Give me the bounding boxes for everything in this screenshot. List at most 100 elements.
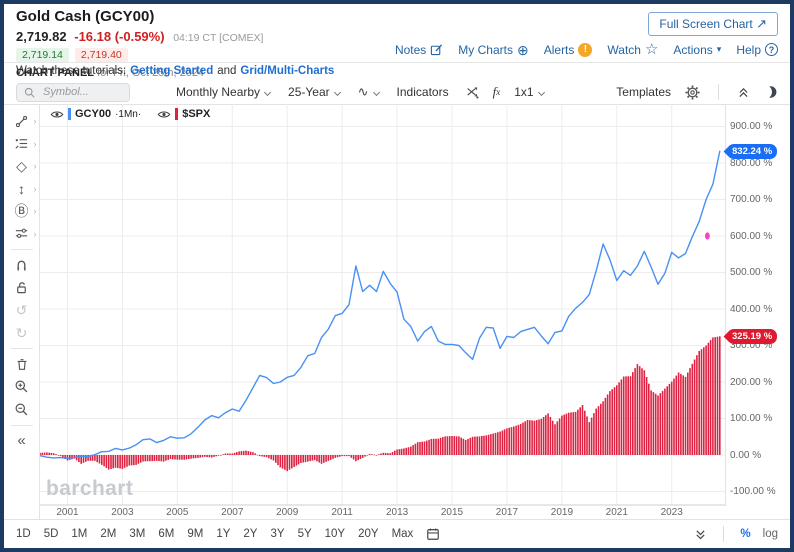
calendar-icon <box>427 528 440 540</box>
eye-icon[interactable] <box>50 109 64 120</box>
shapes-tool-button[interactable]: ◇ › <box>5 155 39 178</box>
legend-symbol[interactable]: GCY00 <box>75 108 112 120</box>
range-button-2m[interactable]: 2M <box>100 528 117 540</box>
sliders-tool-button[interactable]: › <box>5 223 39 246</box>
trendline-tool-button[interactable]: › <box>5 110 39 133</box>
settings-button[interactable] <box>685 84 700 100</box>
getting-started-link[interactable]: Getting Started <box>130 65 214 77</box>
legend-spx[interactable]: $SPX <box>157 108 210 120</box>
spx-last-value-pill: 325.19 % <box>727 328 778 344</box>
help-icon: ? <box>765 43 778 56</box>
y-axis[interactable]: 900.00 % 800.00 % 700.00 % 600.00 % 500.00 %… <box>728 104 788 514</box>
x-axis-label: 2019 <box>550 507 574 518</box>
x-axis-label: 2017 <box>495 507 519 518</box>
quote-header: Gold Cash (GCY00) 2,719.82 -16.18 (-0.59… <box>16 8 263 79</box>
frequency-dropdown[interactable]: Monthly Nearby <box>176 85 272 99</box>
trash-icon <box>17 358 26 370</box>
bid-badge: 2,719.14 <box>16 48 69 62</box>
price-change: -16.18 (-0.59%) <box>74 29 165 44</box>
help-link[interactable]: Help ? <box>736 43 778 57</box>
range-label: 25-Year <box>288 85 330 99</box>
actions-menu[interactable]: Actions ▾ <box>673 43 721 57</box>
unlock-icon <box>17 282 26 294</box>
expand-bottom-panel-button[interactable] <box>694 528 707 541</box>
range-button-20y[interactable]: 20Y <box>358 528 379 540</box>
zoom-in-button[interactable] <box>5 376 39 399</box>
range-button-9m[interactable]: 9M <box>187 528 204 540</box>
tool-expand-arrow: › <box>33 116 37 126</box>
fibonacci-tool-button[interactable]: Ⓑ › <box>5 200 39 223</box>
tutorial-bar: Watch these tutorials: Getting Started a… <box>4 62 790 79</box>
legend-symbol[interactable]: $SPX <box>182 108 211 120</box>
gcy00-last-value-pill: 832.24 % <box>727 143 778 159</box>
star-icon: ☆ <box>644 41 659 58</box>
log-scale-toggle[interactable]: log <box>762 528 778 540</box>
custom-date-button[interactable] <box>426 527 440 541</box>
moon-icon <box>769 86 777 98</box>
drawing-tools-sidebar: › › ◇ › ↕ › Ⓑ › › ↺ ↻ <box>4 105 40 519</box>
arrows-tool-button[interactable]: ↕ › <box>5 178 39 201</box>
annotations-tool-button[interactable]: › <box>5 133 39 156</box>
x-axis[interactable]: 2001 2003 2005 2007 2009 2011 2013 2015 2017 2019… <box>40 507 726 520</box>
price-row: 2,719.82 -16.18 (-0.59%) 04:19 CT [COMEX… <box>16 29 263 44</box>
tools-divider <box>10 424 33 426</box>
collapse-toolbar-button[interactable] <box>737 86 750 99</box>
compare-button[interactable] <box>465 85 479 99</box>
undo-icon: ↺ <box>15 302 28 319</box>
range-button-1y[interactable]: 1Y <box>216 528 231 540</box>
range-button-1m[interactable]: 1M <box>71 528 88 540</box>
alerts-link[interactable]: Alerts ! <box>544 42 593 57</box>
x-axis-label: 2007 <box>221 507 244 518</box>
templates-button[interactable]: Templates <box>616 85 671 99</box>
eye-icon[interactable] <box>157 109 171 120</box>
range-dropdown[interactable]: 25-Year <box>288 85 341 99</box>
undo-button[interactable]: ↺ <box>5 299 39 322</box>
range-button-5y[interactable]: 5Y <box>297 528 312 540</box>
y-axis-tick: 500.00 % <box>730 267 773 278</box>
chart-type-dropdown[interactable]: ∿ <box>358 84 380 100</box>
quote-time: 04:19 CT [COMEX] <box>173 32 264 44</box>
tools-divider <box>10 249 33 250</box>
range-button-3y[interactable]: 3Y <box>270 528 285 540</box>
y-axis-tick: 200.00 % <box>730 376 773 388</box>
range-button-2y[interactable]: 2Y <box>243 528 258 540</box>
full-screen-chart-button[interactable]: Full Screen Chart ↗ <box>648 12 778 36</box>
plus-circle-icon: ⊕ <box>516 41 529 58</box>
range-button-6m[interactable]: 6M <box>158 528 175 540</box>
my-charts-link[interactable]: My Charts ⊕ <box>458 43 528 57</box>
panel-label: CHART PANEL <box>16 67 95 79</box>
collapse-sidebar-button[interactable]: « <box>5 430 39 453</box>
range-button-3m[interactable]: 3M <box>129 528 146 540</box>
panel-label-row: CHART PANEL for Fri, Oct 25th, 2024 <box>16 67 263 79</box>
range-button-1d[interactable]: 1D <box>16 528 31 540</box>
symbol-search[interactable] <box>16 82 130 102</box>
range-button-5d[interactable]: 5D <box>43 528 59 540</box>
tools-divider <box>10 348 33 349</box>
magnet-mode-button[interactable] <box>5 254 39 277</box>
chart-plot[interactable] <box>40 104 726 506</box>
dark-mode-toggle[interactable] <box>764 85 778 99</box>
x-axis-label: 2003 <box>111 507 134 518</box>
percent-scale-toggle[interactable]: % <box>740 528 751 540</box>
range-button-10y[interactable]: 10Y <box>324 528 346 540</box>
x-axis-label: 2015 <box>440 507 464 518</box>
range-button-max[interactable]: Max <box>391 528 414 540</box>
lock-drawings-button[interactable] <box>5 277 39 300</box>
trendline-icon <box>15 115 28 127</box>
indicators-button[interactable]: Indicators <box>397 85 449 99</box>
grid-layout-dropdown[interactable]: 1x1 <box>514 85 545 99</box>
chart-toolbar: Monthly Nearby 25-Year ∿ Indicators fx 1… <box>4 80 790 105</box>
x-axis-label: 2013 <box>385 507 409 518</box>
redo-button[interactable]: ↻ <box>5 322 39 345</box>
circle-b-icon: Ⓑ <box>14 203 29 220</box>
grid-multi-charts-link[interactable]: Grid/Multi-Charts <box>240 65 335 77</box>
notes-link[interactable]: Notes <box>395 43 443 57</box>
zoom-out-button[interactable] <box>5 398 39 421</box>
symbol-input[interactable] <box>41 85 121 99</box>
delete-drawings-button[interactable] <box>5 353 39 376</box>
watch-link[interactable]: Watch ☆ <box>607 42 658 57</box>
legend-gcy00[interactable]: GCY00 ·1Mn· <box>50 108 141 120</box>
tutorial-conjunction: and <box>217 65 237 77</box>
range-buttons: 1D 5D 1M 2M 3M 6M 9M 1Y 2Y 3Y 5Y 10Y 20Y Max <box>16 528 413 540</box>
